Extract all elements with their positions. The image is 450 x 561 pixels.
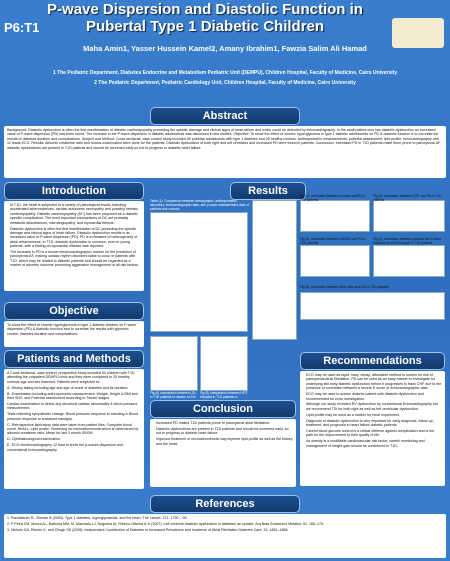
paragraph: ECG may be used to screen diabetic patie… [306, 392, 424, 401]
paragraph: Lipid profile may be used as a marker fo… [306, 412, 400, 417]
figure [252, 200, 297, 340]
figure-caption: Fig (2): correlation between IVRT and PD… [373, 194, 442, 202]
conclusion-text: Increased PD makes T1D patients prone to… [150, 419, 296, 487]
figure-caption: Fig (5): correlation between albcr ratio… [300, 285, 389, 289]
authors: Maha Amin1, Yasser Hussein Kamel2, Amany… [83, 44, 367, 53]
paragraph: ECG may be used as rapid, easy, cheap, a… [306, 373, 442, 391]
paragraph: A- History taking including age and age … [7, 385, 129, 390]
recommendations-text: ECG may be used as rapid, easy, cheap, a… [300, 371, 445, 486]
paragraph: Tests reflecting sympathetic change: Blo… [7, 412, 139, 421]
introduction-text: In T1D, the heart is subjected to a vari… [4, 201, 144, 291]
section-heading: Patients and Methods [4, 350, 144, 368]
paragraph: As obesity is a modifiable cardiovascula… [306, 439, 425, 448]
section-heading: Abstract [150, 107, 300, 125]
paragraph: Diagnosis of diastolic dysfunction is ve… [306, 418, 434, 428]
section-heading: Conclusion [150, 400, 296, 418]
paragraph: E- ECG electrocardiography 12 lead to sh… [7, 443, 123, 452]
figure [373, 200, 445, 232]
figure [200, 336, 248, 391]
paragraph: Diastolic dysfunction is often the first… [10, 226, 138, 249]
paragraph: B- Examination including anthropometric … [7, 391, 138, 401]
paragraph: Cardiac examination to detect any struct… [7, 401, 138, 411]
paragraph: D- Ophthalmological examination. [7, 437, 61, 442]
paragraph: Vigorous treatment of microalbuminuria m… [156, 437, 293, 446]
figure [373, 245, 445, 277]
table-caption: Table (1): Comparison between demographi… [150, 199, 249, 211]
figure [300, 292, 445, 320]
paragraph: 2. P Peira CM, Moura AL, Barbosa MM, M. … [7, 521, 324, 526]
poster-title: P-wave Dispersion and Diastolic Function… [47, 1, 363, 35]
section-heading: Recommendations [300, 352, 445, 370]
section-heading: Introduction [4, 182, 144, 200]
figure-caption: Fig (3): correlation between LVEDD and P… [300, 237, 365, 245]
paragraph: Although our study revealed RV dysfuncti… [306, 402, 438, 411]
section-heading: Results [230, 182, 306, 200]
figure [300, 200, 370, 232]
paragraph: A Cross-sectional, case-control, prospec… [7, 371, 135, 384]
paragraph: C- Retrospective laboratory data were ta… [7, 422, 139, 436]
paragraph: 1. Ramakaran R., Zinman B (2000): Type 1… [7, 516, 188, 520]
objective-text: To show the effect of chronic hyperglyce… [4, 321, 144, 347]
section-heading: References [150, 495, 300, 513]
figure-caption: Fig (1): correlation between A mitral an… [300, 194, 366, 202]
session-code: P6:T1 [4, 20, 40, 35]
paragraph: The increase in PD is a known electrocar… [10, 250, 140, 268]
results-table [150, 212, 248, 332]
section-heading: Objective [4, 302, 144, 320]
paragraph: 3. Nichols GA, Reinier K, and Chugh SS (… [7, 527, 289, 532]
abstract-text: Background: Diastolic dysfunction is oft… [4, 126, 446, 178]
methods-text: A Cross-sectional, case-control, prospec… [4, 369, 144, 489]
figure [150, 336, 198, 391]
paragraph: Diastolic dysfunctions are present in T1… [156, 426, 289, 436]
affiliation: 1 The Pediatric Department, Diabetes End… [52, 70, 398, 76]
paragraph: In T1D, the heart is subjected to a vari… [10, 203, 139, 225]
figure [300, 245, 370, 277]
paragraph: Careful blood glucose control is a criti… [306, 428, 435, 438]
affiliation: 2 The Pediatric Department, Pediatric Ca… [94, 80, 356, 86]
references-text: 1. Ramakaran R., Zinman B (2000): Type 1… [4, 514, 446, 558]
figure-caption: Fig (4): correlation between postural fa… [373, 237, 442, 245]
paragraph: Increased PD makes T1D patients prone to… [156, 421, 271, 425]
logo [392, 18, 444, 48]
figure-caption: Fig (6) comparison between LDL in T1D pa… [150, 391, 197, 399]
